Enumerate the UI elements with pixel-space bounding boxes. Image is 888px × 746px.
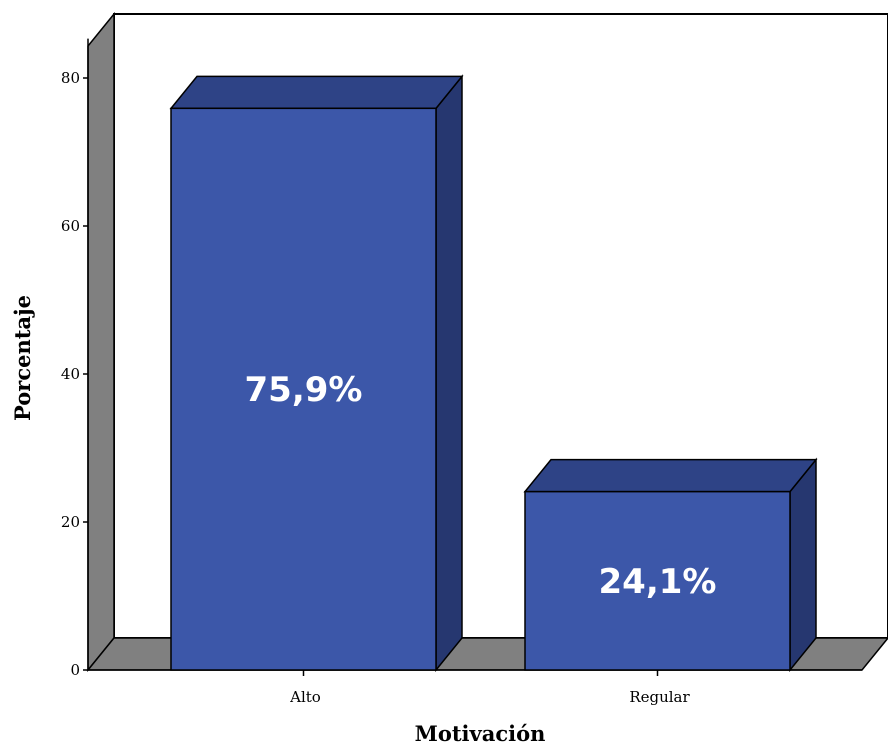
- data-label: 75,9%: [245, 370, 363, 410]
- data-label: 24,1%: [599, 562, 717, 602]
- x-tick-label: Regular: [629, 688, 690, 706]
- y-tick-label: 80: [61, 69, 80, 87]
- y-tick-label: 20: [61, 513, 80, 531]
- bar-top: [169, 75, 464, 110]
- bar-side: [435, 74, 463, 673]
- y-tick-label: 40: [61, 365, 80, 383]
- bar: [524, 490, 791, 671]
- x-axis-title: Motivación: [415, 721, 546, 746]
- y-axis-title: Porcentaje: [10, 295, 35, 421]
- labels: 75,9% Alto 24,1% Regular: [245, 370, 717, 706]
- bars: [169, 74, 818, 673]
- y-tick-label: 0: [70, 661, 80, 679]
- y-tick-label: 60: [61, 217, 80, 235]
- bar-side: [789, 457, 817, 673]
- side-wall: [87, 11, 115, 673]
- x-tick-label: Alto: [289, 688, 321, 706]
- bar-top: [523, 458, 818, 493]
- bar: [170, 107, 437, 671]
